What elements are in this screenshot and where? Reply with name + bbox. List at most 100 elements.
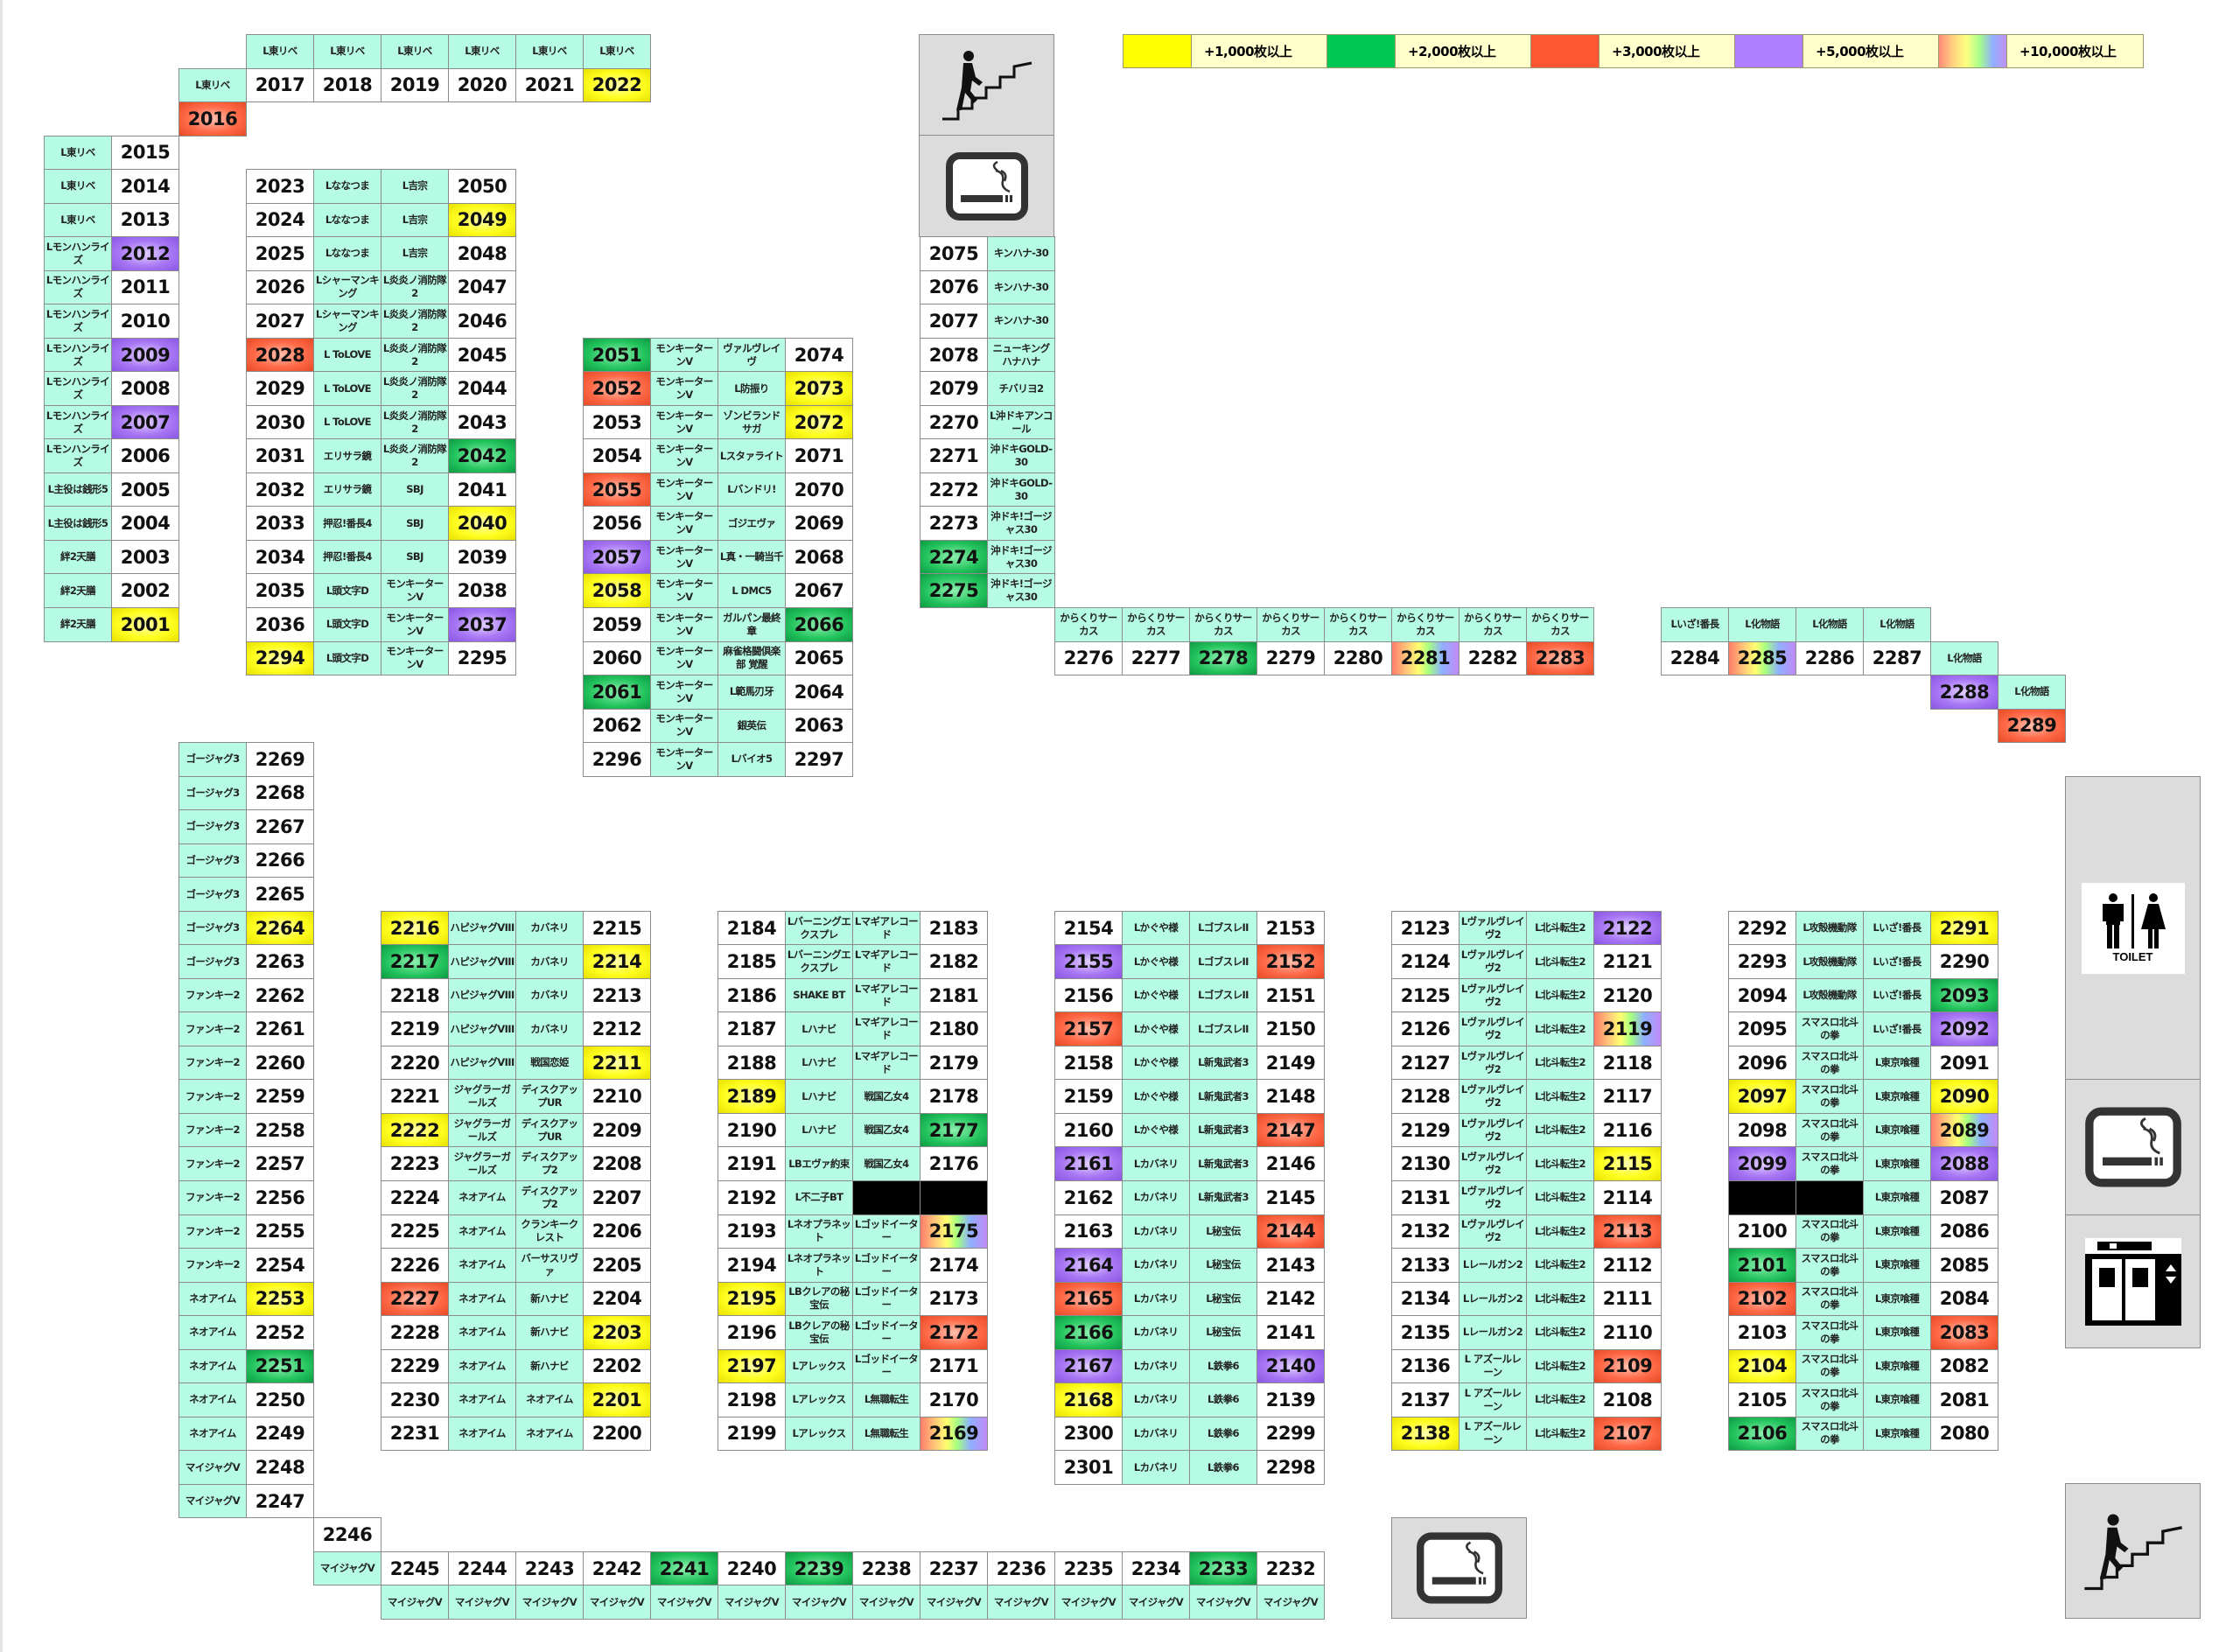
machine-number-2208[interactable]: 2208 xyxy=(583,1146,651,1181)
machine-number-2253[interactable]: 2253 xyxy=(246,1281,314,1317)
machine-number-2067[interactable]: 2067 xyxy=(785,573,853,608)
machine-number-2058[interactable]: 2058 xyxy=(583,573,651,608)
machine-number-2026[interactable]: 2026 xyxy=(246,270,314,305)
machine-number-2223[interactable]: 2223 xyxy=(381,1146,449,1181)
machine-number-2251[interactable]: 2251 xyxy=(246,1348,314,1384)
machine-number-2110[interactable]: 2110 xyxy=(1593,1315,1662,1350)
machine-number-2020[interactable]: 2020 xyxy=(448,67,516,103)
machine-number-2145[interactable]: 2145 xyxy=(1256,1180,1325,1215)
machine-number-2053[interactable]: 2053 xyxy=(583,404,651,440)
machine-number-2038[interactable]: 2038 xyxy=(448,573,516,608)
machine-number-2030[interactable]: 2030 xyxy=(246,404,314,440)
machine-number-2171[interactable]: 2171 xyxy=(920,1348,988,1384)
machine-number-2007[interactable]: 2007 xyxy=(111,404,179,440)
machine-number-2012[interactable]: 2012 xyxy=(111,236,179,271)
machine-number-2198[interactable]: 2198 xyxy=(718,1382,786,1418)
machine-number-2130[interactable]: 2130 xyxy=(1391,1146,1460,1181)
machine-number-2270[interactable]: 2270 xyxy=(920,404,988,440)
machine-number-2236[interactable]: 2236 xyxy=(987,1550,1055,1586)
machine-number-2045[interactable]: 2045 xyxy=(448,337,516,373)
machine-number-2286[interactable]: 2286 xyxy=(1796,640,1864,676)
machine-number-2264[interactable]: 2264 xyxy=(246,910,314,946)
machine-number-2094[interactable]: 2094 xyxy=(1728,977,1796,1013)
machine-number-2032[interactable]: 2032 xyxy=(246,472,314,508)
machine-number-2126[interactable]: 2126 xyxy=(1391,1012,1460,1046)
machine-number-2293[interactable]: 2293 xyxy=(1728,944,1796,979)
machine-number-2278[interactable]: 2278 xyxy=(1189,640,1257,676)
machine-number-2199[interactable]: 2199 xyxy=(718,1416,786,1452)
machine-number-2284[interactable]: 2284 xyxy=(1661,640,1729,676)
machine-number-2074[interactable]: 2074 xyxy=(785,337,853,373)
machine-number-2050[interactable]: 2050 xyxy=(448,169,516,204)
machine-number-2010[interactable]: 2010 xyxy=(111,304,179,339)
machine-number-2076[interactable]: 2076 xyxy=(920,270,988,305)
machine-number-2075[interactable]: 2075 xyxy=(920,236,988,271)
machine-number-2148[interactable]: 2148 xyxy=(1256,1079,1325,1114)
machine-number-2245[interactable]: 2245 xyxy=(381,1550,449,1586)
machine-number-2029[interactable]: 2029 xyxy=(246,371,314,406)
machine-number-2202[interactable]: 2202 xyxy=(583,1348,651,1384)
machine-number-2173[interactable]: 2173 xyxy=(920,1281,988,1317)
machine-number-2055[interactable]: 2055 xyxy=(583,472,651,508)
machine-number-2116[interactable]: 2116 xyxy=(1593,1112,1662,1148)
machine-number-2297[interactable]: 2297 xyxy=(785,742,853,777)
machine-number-2086[interactable]: 2086 xyxy=(1930,1214,1998,1250)
machine-number-2218[interactable]: 2218 xyxy=(381,977,449,1013)
machine-number-2187[interactable]: 2187 xyxy=(718,1012,786,1046)
machine-number-2237[interactable]: 2237 xyxy=(920,1550,988,1586)
machine-number-2258[interactable]: 2258 xyxy=(246,1112,314,1148)
machine-number-2129[interactable]: 2129 xyxy=(1391,1112,1460,1148)
machine-number-2269[interactable]: 2269 xyxy=(246,742,314,777)
machine-number-2157[interactable]: 2157 xyxy=(1054,1012,1123,1046)
machine-number-2200[interactable]: 2200 xyxy=(583,1416,651,1452)
machine-number-2232[interactable]: 2232 xyxy=(1256,1550,1325,1586)
machine-number-2139[interactable]: 2139 xyxy=(1256,1382,1325,1418)
machine-number-2078[interactable]: 2078 xyxy=(920,337,988,373)
machine-number-2244[interactable]: 2244 xyxy=(448,1550,516,1586)
machine-number-2115[interactable]: 2115 xyxy=(1593,1146,1662,1181)
machine-number-2298[interactable]: 2298 xyxy=(1256,1450,1325,1485)
machine-number-2071[interactable]: 2071 xyxy=(785,438,853,473)
machine-number-2181[interactable]: 2181 xyxy=(920,977,988,1013)
machine-number-2004[interactable]: 2004 xyxy=(111,506,179,541)
machine-number-2062[interactable]: 2062 xyxy=(583,708,651,744)
machine-number-2207[interactable]: 2207 xyxy=(583,1180,651,1215)
machine-number-2234[interactable]: 2234 xyxy=(1122,1550,1190,1586)
machine-number-2125[interactable]: 2125 xyxy=(1391,977,1460,1013)
machine-number-2024[interactable]: 2024 xyxy=(246,202,314,238)
machine-number-2008[interactable]: 2008 xyxy=(111,371,179,406)
machine-number-2124[interactable]: 2124 xyxy=(1391,944,1460,979)
machine-number-2111[interactable]: 2111 xyxy=(1593,1281,1662,1317)
machine-number-2047[interactable]: 2047 xyxy=(448,270,516,305)
machine-number-2016[interactable]: 2016 xyxy=(178,102,247,136)
machine-number-2227[interactable]: 2227 xyxy=(381,1281,449,1317)
machine-number-2165[interactable]: 2165 xyxy=(1054,1281,1123,1317)
machine-number-2112[interactable]: 2112 xyxy=(1593,1248,1662,1283)
machine-number-2256[interactable]: 2256 xyxy=(246,1180,314,1215)
machine-number-2018[interactable]: 2018 xyxy=(313,67,382,103)
machine-number-2077[interactable]: 2077 xyxy=(920,304,988,339)
machine-number-2005[interactable]: 2005 xyxy=(111,472,179,508)
machine-number-2093[interactable]: 2093 xyxy=(1930,977,1998,1013)
machine-number-2260[interactable]: 2260 xyxy=(246,1045,314,1081)
machine-number-2282[interactable]: 2282 xyxy=(1459,640,1527,676)
machine-number-2182[interactable]: 2182 xyxy=(920,944,988,979)
machine-number-2160[interactable]: 2160 xyxy=(1054,1112,1123,1148)
machine-number-2226[interactable]: 2226 xyxy=(381,1248,449,1283)
machine-number-2220[interactable]: 2220 xyxy=(381,1045,449,1081)
machine-number-2154[interactable]: 2154 xyxy=(1054,910,1123,946)
machine-number-2184[interactable]: 2184 xyxy=(718,910,786,946)
machine-number-2276[interactable]: 2276 xyxy=(1054,640,1123,676)
machine-number-2172[interactable]: 2172 xyxy=(920,1315,988,1350)
machine-number-2003[interactable]: 2003 xyxy=(111,539,179,575)
machine-number-2247[interactable]: 2247 xyxy=(246,1483,314,1519)
machine-number-2239[interactable]: 2239 xyxy=(785,1550,853,1586)
machine-number-2059[interactable]: 2059 xyxy=(583,607,651,642)
machine-number-2185[interactable]: 2185 xyxy=(718,944,786,979)
machine-number-2017[interactable]: 2017 xyxy=(246,67,314,103)
machine-number-2057[interactable]: 2057 xyxy=(583,539,651,575)
machine-number-2204[interactable]: 2204 xyxy=(583,1281,651,1317)
machine-number-2025[interactable]: 2025 xyxy=(246,236,314,271)
machine-number-2263[interactable]: 2263 xyxy=(246,944,314,979)
machine-number-2114[interactable]: 2114 xyxy=(1593,1180,1662,1215)
